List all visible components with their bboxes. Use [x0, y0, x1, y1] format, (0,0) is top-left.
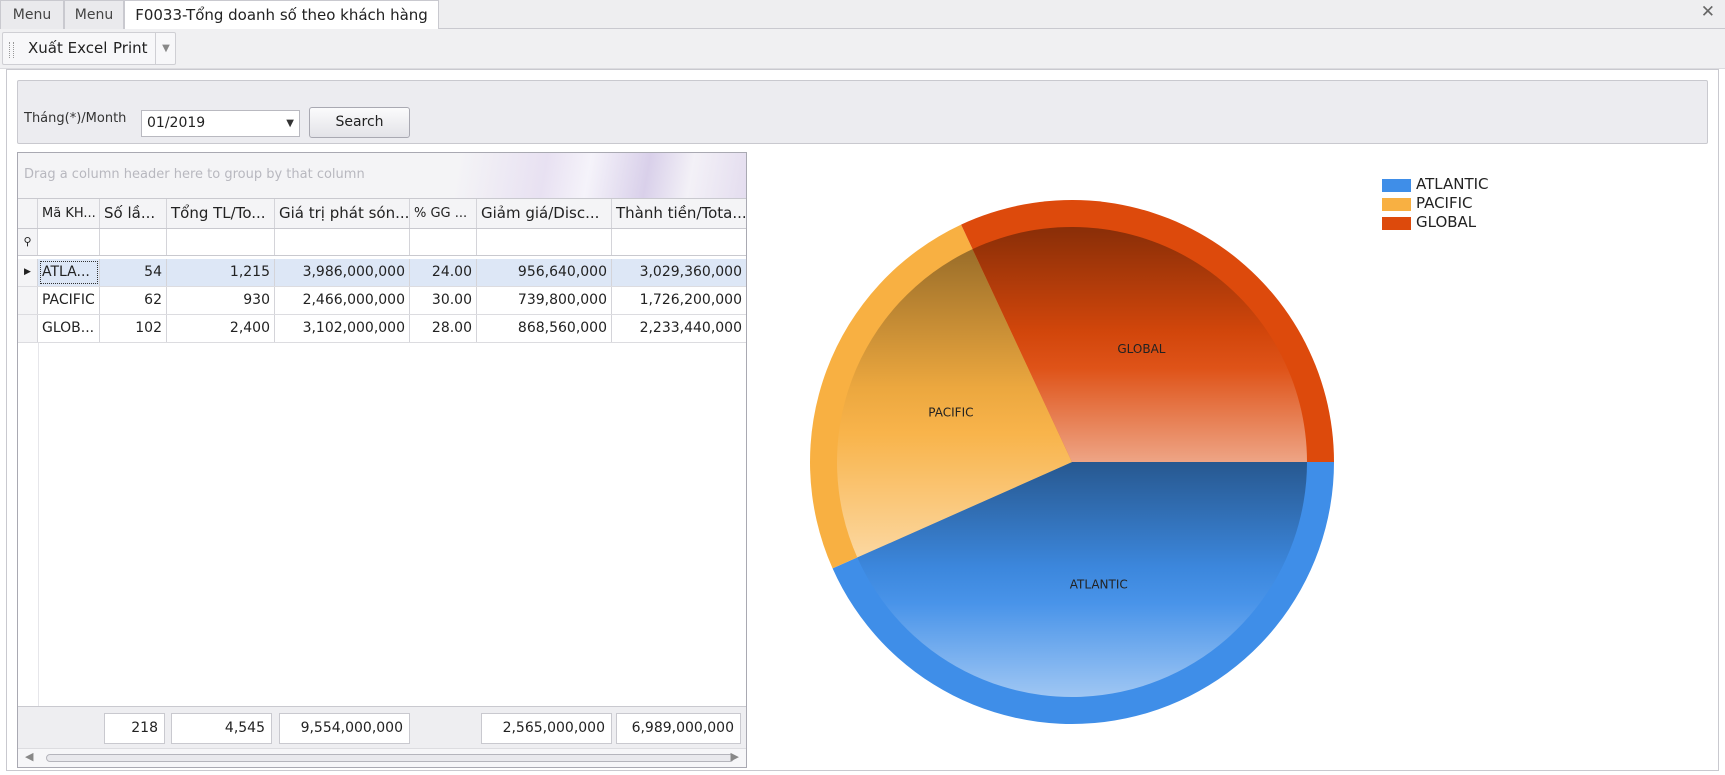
cell-customer-code[interactable]: ATLA... — [38, 259, 100, 286]
table-row[interactable]: ▶ ATLA... 54 1,215 3,986,000,000 24.00 9… — [18, 259, 746, 287]
row-indicator — [18, 315, 38, 342]
toolbar: Xuất Excel Print ▼ — [0, 29, 1725, 69]
column-header-discount[interactable]: Giảm giá/Disc... — [477, 199, 612, 228]
toolbar-dropdown-icon[interactable]: ▼ — [155, 33, 176, 64]
scroll-left-icon[interactable]: ◀ — [25, 750, 34, 763]
pie-slice-shading-pacific — [836, 249, 1072, 558]
horizontal-scrollbar[interactable]: ◀ ▶ — [18, 748, 746, 767]
column-header-customer-code[interactable]: Mã KH... — [38, 199, 100, 228]
total-discount: 2,565,000,000 — [481, 713, 612, 744]
data-grid: Drag a column header here to group by th… — [17, 152, 747, 768]
total-amount: 6,989,000,000 — [616, 713, 741, 744]
cell-count[interactable]: 102 — [100, 315, 167, 342]
month-select[interactable]: 01/2019 ▼ — [141, 110, 300, 137]
cell-count[interactable]: 54 — [100, 259, 167, 286]
total-count: 218 — [104, 713, 165, 744]
header-indicator — [18, 199, 38, 228]
cell-total-weight[interactable]: 930 — [167, 287, 275, 314]
legend-item: GLOBAL — [1382, 213, 1489, 232]
cell-customer-code[interactable]: GLOB... — [38, 315, 100, 342]
cell-discount-percent[interactable]: 30.00 — [410, 287, 477, 314]
export-excel-button[interactable]: Xuất Excel — [28, 39, 108, 57]
tab-menu-2[interactable]: Menu — [64, 0, 124, 29]
toolbar-group: Xuất Excel Print ▼ — [2, 32, 176, 65]
auto-filter-row: ⚲ — [18, 229, 746, 256]
close-icon[interactable]: ✕ — [1700, 2, 1715, 22]
column-header-discount-percent[interactable]: % GG ... — [410, 199, 477, 228]
column-header-total-weight[interactable]: Tổng TL/To... — [167, 199, 275, 228]
row-indicator-icon: ▶ — [18, 259, 38, 286]
cell-discount[interactable]: 739,800,000 — [477, 287, 612, 314]
scrollbar-thumb[interactable] — [46, 754, 734, 762]
pie-label-global: GLOBAL — [1117, 342, 1165, 356]
column-header-count[interactable]: Số lầ... — [100, 199, 167, 228]
legend-item: ATLANTIC — [1382, 175, 1489, 194]
group-by-panel[interactable]: Drag a column header here to group by th… — [18, 153, 746, 199]
cell-total[interactable]: 2,233,440,000 — [639, 320, 742, 336]
cell-discount[interactable]: 956,640,000 — [477, 259, 612, 286]
column-header-generated-value[interactable]: Giá trị phát són... — [275, 199, 410, 228]
total-generated-value: 9,554,000,000 — [279, 713, 410, 744]
cell-total[interactable]: 3,029,360,000 — [639, 264, 742, 280]
legend-item: PACIFIC — [1382, 194, 1489, 213]
legend-label: GLOBAL — [1416, 213, 1477, 231]
chevron-down-icon[interactable]: ▼ — [286, 118, 294, 129]
table-row[interactable]: GLOB... 102 2,400 3,102,000,000 28.00 86… — [18, 315, 746, 343]
pie-slice-shading-global — [972, 226, 1307, 462]
filter-panel: Tháng(*)/Month 01/2019 ▼ Search — [17, 80, 1708, 144]
legend-swatch — [1382, 179, 1411, 192]
grid-footer: 218 4,545 9,554,000,000 2,565,000,000 6,… — [18, 706, 746, 748]
tab-menu-1[interactable]: Menu — [0, 0, 64, 29]
legend-swatch — [1382, 217, 1411, 230]
filter-cell[interactable] — [100, 229, 167, 255]
cell-discount-percent[interactable]: 24.00 — [410, 259, 477, 286]
chart-legend: ATLANTIC PACIFIC GLOBAL — [1382, 175, 1489, 232]
legend-label: PACIFIC — [1416, 194, 1473, 212]
filter-cell[interactable] — [612, 229, 746, 255]
row-indicator — [18, 287, 38, 314]
tab-bar: Menu Menu F0033-Tổng doanh số theo khách… — [0, 0, 1725, 30]
pie-chart: ATLANTIC PACIFIC GLOBAL — [810, 199, 1334, 724]
filter-cell[interactable] — [167, 229, 275, 255]
month-label: Tháng(*)/Month — [24, 111, 127, 126]
filter-icon[interactable]: ⚲ — [18, 229, 38, 255]
search-button[interactable]: Search — [309, 107, 410, 138]
grip-icon[interactable] — [9, 42, 14, 58]
total-weight: 4,545 — [171, 713, 272, 744]
cell-discount[interactable]: 868,560,000 — [477, 315, 612, 342]
cell-generated-value[interactable]: 3,986,000,000 — [275, 259, 410, 286]
filter-cell[interactable] — [38, 229, 100, 255]
cell-total-weight[interactable]: 2,400 — [167, 315, 275, 342]
print-button[interactable]: Print — [113, 39, 148, 57]
cell-customer-code[interactable]: PACIFIC — [38, 287, 100, 314]
cell-count[interactable]: 62 — [100, 287, 167, 314]
cell-total-weight[interactable]: 1,215 — [167, 259, 275, 286]
grid-header: Mã KH... Số lầ... Tổng TL/To... Giá trị … — [18, 199, 746, 229]
column-header-total[interactable]: Thành tiền/Tota... — [616, 204, 746, 222]
legend-swatch — [1382, 198, 1411, 211]
scroll-right-icon[interactable]: ▶ — [730, 750, 739, 763]
cell-discount-percent[interactable]: 28.00 — [410, 315, 477, 342]
cell-generated-value[interactable]: 3,102,000,000 — [275, 315, 410, 342]
filter-cell[interactable] — [477, 229, 612, 255]
month-value: 01/2019 — [147, 115, 206, 131]
pie-label-pacific: PACIFIC — [928, 406, 973, 420]
cell-generated-value[interactable]: 2,466,000,000 — [275, 287, 410, 314]
cell-total[interactable]: 1,726,200,000 — [639, 292, 742, 308]
tab-report[interactable]: F0033-Tổng doanh số theo khách hàng — [124, 0, 439, 30]
pie-slice-shading-atlantic — [857, 462, 1307, 697]
pie-label-atlantic: ATLANTIC — [1070, 577, 1128, 591]
table-row[interactable]: PACIFIC 62 930 2,466,000,000 30.00 739,8… — [18, 287, 746, 315]
filter-cell[interactable] — [410, 229, 477, 255]
legend-label: ATLANTIC — [1416, 175, 1489, 193]
column-divider — [38, 343, 39, 706]
filter-cell[interactable] — [275, 229, 410, 255]
